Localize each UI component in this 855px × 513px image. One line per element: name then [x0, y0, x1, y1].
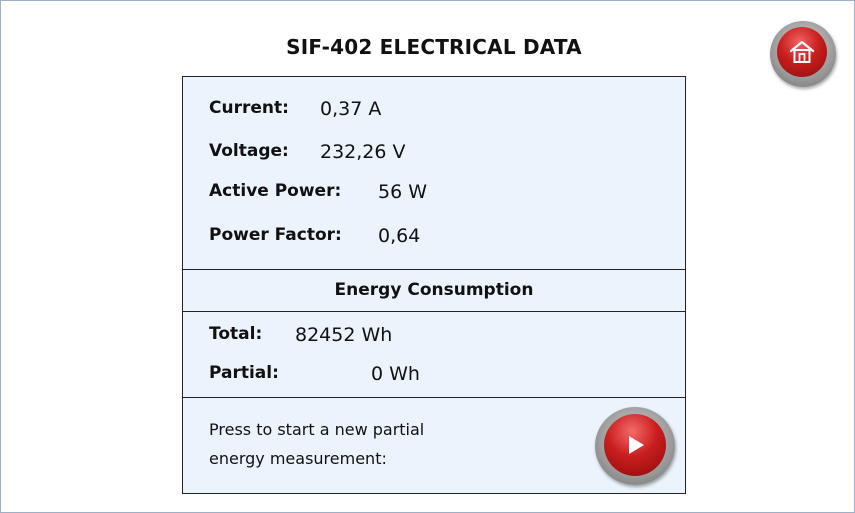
energy-consumption-heading: Energy Consumption — [334, 280, 534, 300]
start-partial-measurement-button[interactable] — [595, 407, 675, 485]
home-button[interactable] — [770, 21, 836, 87]
prompt-line-2: energy measurement: — [209, 449, 387, 468]
partial-energy-value: 0 Wh — [371, 363, 420, 385]
prompt-line-1: Press to start a new partial — [209, 420, 425, 439]
voltage-value: 232,26 V — [320, 141, 406, 163]
page-title: SIF-402 ELECTRICAL DATA — [286, 35, 582, 59]
active-power-value: 56 W — [378, 181, 428, 203]
play-button-face — [604, 414, 666, 476]
play-icon — [629, 436, 644, 454]
partial-reset-section: Press to start a new partial energy meas… — [183, 398, 685, 493]
partial-label: Partial: — [209, 363, 279, 383]
energy-section: Total: 82452 Wh Partial: 0 Wh — [183, 312, 685, 398]
active-power-label: Active Power: — [209, 181, 342, 201]
total-energy-value: 82452 Wh — [295, 324, 393, 346]
power-factor-value: 0,64 — [378, 225, 421, 247]
home-button-face — [777, 27, 827, 77]
home-icon — [789, 40, 815, 63]
current-value: 0,37 A — [320, 98, 382, 120]
electrical-data-panel: Current: 0,37 A Voltage: 232,26 V Active… — [182, 76, 686, 494]
measurements-section: Current: 0,37 A Voltage: 232,26 V Active… — [183, 77, 685, 270]
partial-reset-prompt: Press to start a new partial energy meas… — [209, 415, 499, 473]
voltage-label: Voltage: — [209, 141, 289, 161]
total-label: Total: — [209, 324, 263, 344]
power-factor-label: Power Factor: — [209, 225, 342, 245]
energy-heading-section: Energy Consumption — [183, 270, 685, 312]
current-label: Current: — [209, 98, 289, 118]
